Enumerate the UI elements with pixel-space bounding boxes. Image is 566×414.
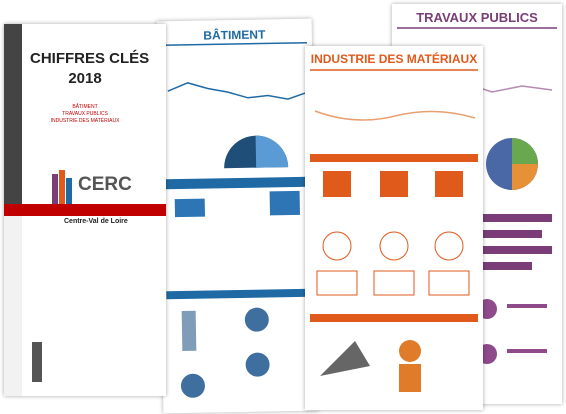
page-graphics	[305, 46, 483, 410]
collage: TRAVAUX PUBLICS BÂTIMENT	[0, 0, 566, 414]
page-industrie: INDUSTRIE DES MATÉRIAUX	[305, 46, 483, 410]
sector: INDUSTRIE DES MATÉRIAUX	[4, 118, 166, 125]
region: Centre-Val de Loire	[64, 218, 128, 225]
sector: BÂTIMENT	[4, 104, 166, 111]
sector: TRAVAUX PUBLICS	[4, 111, 166, 118]
cover-year: 2018	[4, 70, 166, 87]
page-batiment: BÂTIMENT	[157, 19, 319, 414]
page-graphics	[157, 19, 319, 414]
cover-sectors: BÂTIMENT TRAVAUX PUBLICS INDUSTRIE DES M…	[4, 104, 166, 125]
cover-title: CHIFFRES CLÉS	[30, 50, 149, 67]
logo: CERC	[78, 174, 132, 196]
cover: CHIFFRES CLÉS 2018 BÂTIMENT TRAVAUX PUBL…	[4, 24, 166, 396]
